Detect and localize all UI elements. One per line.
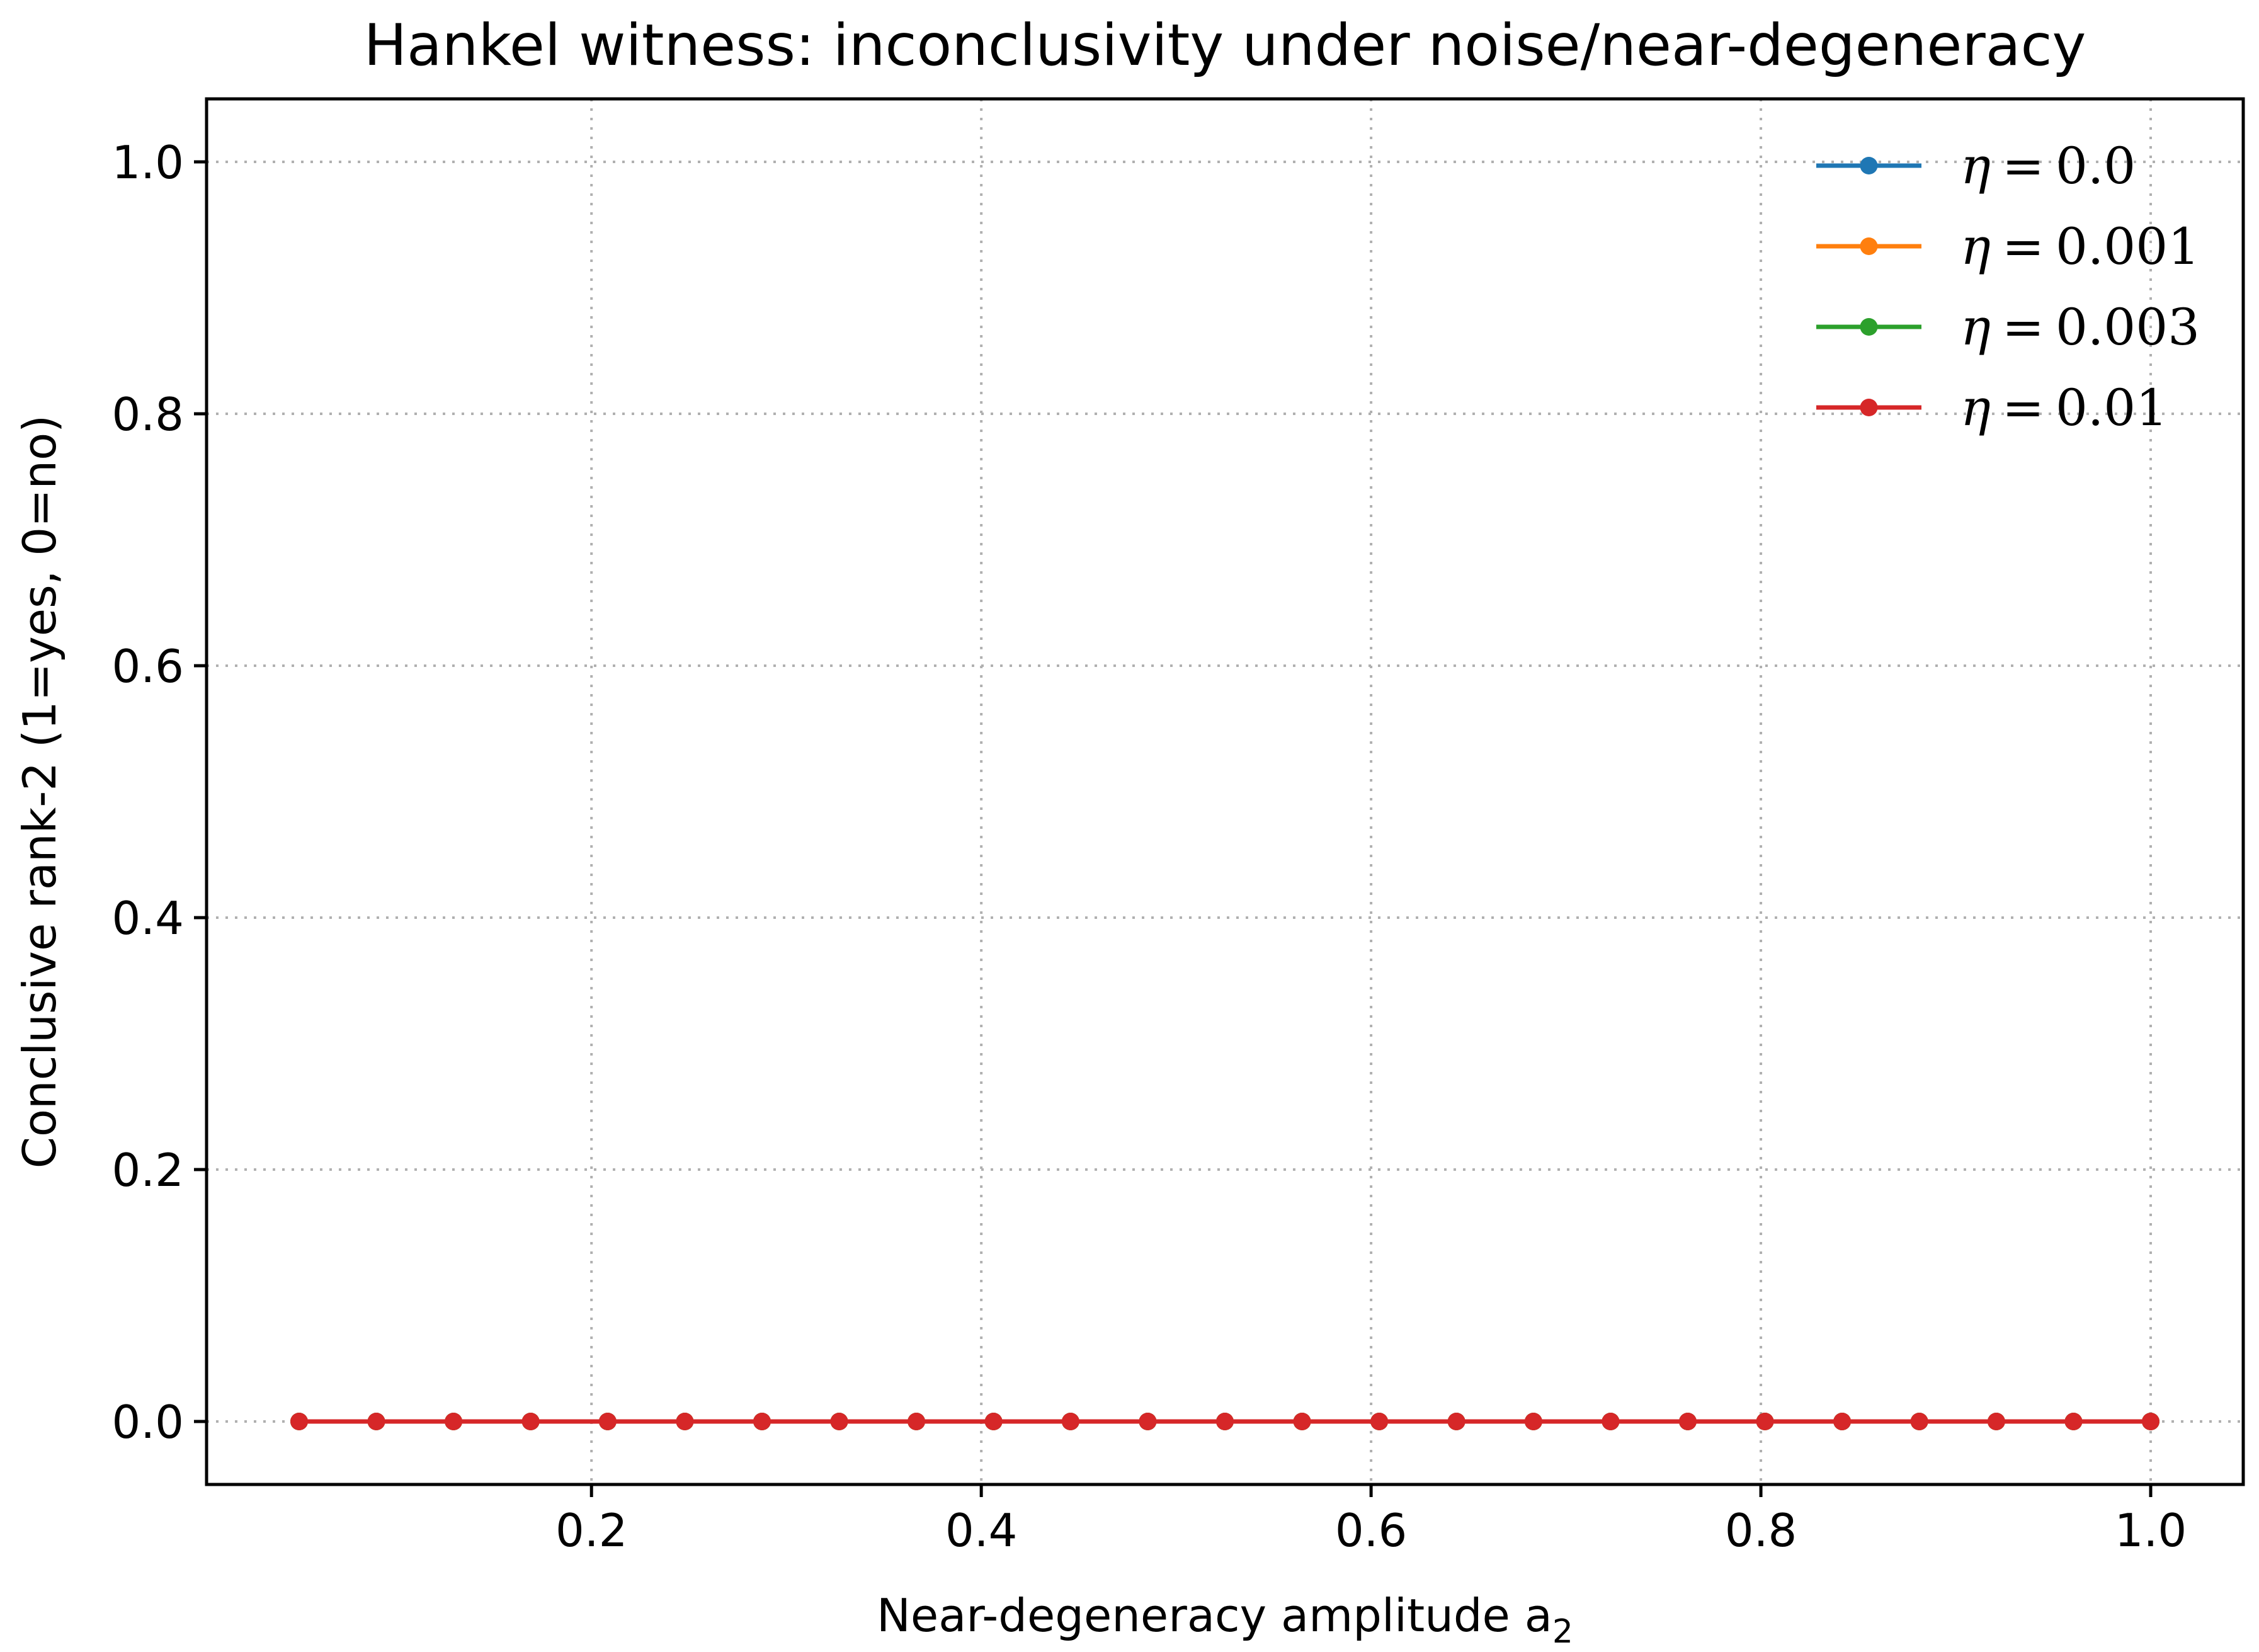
legend-entry: η = 0.001 [1816, 217, 2200, 276]
y-tick-label: 0.2 [111, 1144, 184, 1197]
data-point [521, 1413, 540, 1430]
data-point [1833, 1413, 1852, 1430]
legend-marker [1860, 157, 1878, 174]
x-tick-label: 0.4 [945, 1504, 1018, 1557]
data-point [984, 1413, 1003, 1430]
plot-frame [205, 97, 2245, 1486]
data-point [676, 1413, 694, 1430]
data-point [1679, 1413, 1697, 1430]
x-tick-label: 0.8 [1725, 1504, 1797, 1557]
y-tick-label: 0.8 [111, 388, 184, 441]
data-point [445, 1413, 463, 1430]
y-tick-label: 0.4 [111, 892, 184, 945]
data-point [908, 1413, 926, 1430]
data-point [1139, 1413, 1157, 1430]
grid [207, 99, 2243, 1484]
x-axis: 0.2 0.4 0.6 0.8 1.0 [555, 1484, 2187, 1557]
series-layer [290, 1413, 2159, 1430]
legend-value: 0.003 [2056, 298, 2200, 356]
chart-title: Hankel witness: inconclusivity under noi… [364, 13, 2086, 79]
data-point [1987, 1413, 2005, 1430]
legend-equals: = [2002, 217, 2044, 276]
data-point [1061, 1413, 1079, 1430]
data-point [1756, 1413, 1774, 1430]
legend-entry: η = 0.003 [1816, 298, 2200, 356]
legend-symbol: η [1960, 298, 1991, 356]
legend-label: η = 0.01 [1960, 379, 2168, 437]
data-point [1910, 1413, 1928, 1430]
legend-value: 0.001 [2056, 217, 2200, 276]
data-point [830, 1413, 848, 1430]
y-axis-label: Conclusive rank-2 (1=yes, 0=no) [13, 415, 66, 1169]
legend-value: 0.01 [2056, 379, 2168, 437]
legend-marker [1860, 399, 1878, 416]
legend-equals: = [2002, 298, 2044, 356]
data-point [1293, 1413, 1311, 1430]
x-axis-label: Near-degeneracy amplitude a2 [877, 1589, 1573, 1651]
legend-marker [1860, 237, 1878, 255]
data-point [1524, 1413, 1542, 1430]
y-axis: 0.0 0.2 0.4 0.6 0.8 1.0 [111, 136, 207, 1449]
data-point [290, 1413, 308, 1430]
legend-equals: = [2002, 137, 2044, 195]
legend-symbol: η [1960, 217, 1991, 276]
legend-marker [1860, 318, 1878, 336]
legend-label: η = 0.0 [1960, 137, 2136, 195]
data-point [2064, 1413, 2083, 1430]
data-point [2142, 1413, 2159, 1430]
x-tick-label: 1.0 [2115, 1504, 2187, 1557]
legend-label: η = 0.001 [1960, 217, 2200, 276]
series-3 [290, 1413, 2159, 1430]
x-axis-label-text: Near-degeneracy amplitude a [877, 1589, 1552, 1642]
y-tick-label: 1.0 [111, 136, 184, 189]
legend-symbol: η [1960, 379, 1991, 437]
y-tick-label: 0.6 [111, 640, 184, 693]
data-point [367, 1413, 385, 1430]
y-tick-label: 0.0 [111, 1396, 184, 1449]
data-point [753, 1413, 771, 1430]
data-point [598, 1413, 617, 1430]
legend-entry: η = 0.0 [1816, 137, 2136, 195]
data-point [1370, 1413, 1389, 1430]
legend-value: 0.0 [2056, 137, 2136, 195]
data-point [1602, 1413, 1620, 1430]
x-tick-label: 0.6 [1335, 1504, 1408, 1557]
data-point [1447, 1413, 1465, 1430]
legend-symbol: η [1960, 137, 1991, 195]
legend-equals: = [2002, 379, 2044, 437]
data-point [1216, 1413, 1234, 1430]
x-axis-label-subscript: 2 [1552, 1613, 1573, 1651]
legend-label: η = 0.003 [1960, 298, 2200, 356]
legend-entry: η = 0.01 [1816, 379, 2168, 437]
x-tick-label: 0.2 [555, 1504, 628, 1557]
